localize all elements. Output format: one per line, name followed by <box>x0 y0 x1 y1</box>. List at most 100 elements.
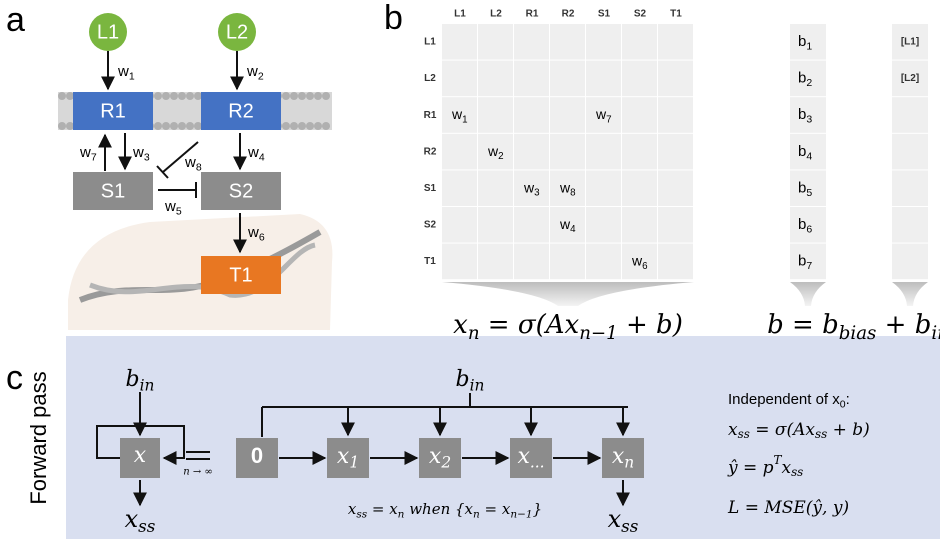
panel-label: a <box>6 1 25 39</box>
matrix-cell <box>514 61 549 97</box>
lipid-head <box>306 92 314 100</box>
input-cell <box>892 207 928 243</box>
text-part: + b <box>876 310 931 340</box>
matrix-cell <box>658 244 693 280</box>
text-part: + b) <box>618 310 683 340</box>
weight-label: w5 <box>164 198 182 217</box>
text-part: x <box>125 505 139 533</box>
text-part: 7 <box>91 151 97 163</box>
matrix-cell <box>478 24 513 60</box>
lipid-head <box>170 122 178 130</box>
text-part: in <box>470 377 485 395</box>
text-part: 6 <box>806 223 812 235</box>
text-part: b <box>798 106 806 123</box>
text-part: n <box>624 454 634 472</box>
matrix-cell <box>622 97 657 133</box>
text-part: 7 <box>806 260 812 272</box>
input-cell <box>892 134 928 170</box>
row-label: S1 <box>424 183 437 194</box>
lipid-head <box>282 122 290 130</box>
panel-label: b <box>384 0 403 37</box>
lipid-head <box>66 122 74 130</box>
funnel <box>892 282 928 306</box>
matrix-cell <box>442 170 477 206</box>
lipid-head <box>58 122 66 130</box>
matrix-cell <box>514 207 549 243</box>
text-part: x <box>608 505 622 533</box>
text-part: 8 <box>570 187 576 198</box>
node-label: T1 <box>229 264 252 286</box>
text-part: + b) <box>827 420 870 440</box>
row-label: L1 <box>424 37 436 48</box>
text-part: ŷ = p <box>727 458 774 478</box>
funnel <box>442 282 694 306</box>
text-part: b <box>798 70 806 87</box>
lipid-head <box>194 122 202 130</box>
matrix-cell <box>478 61 513 97</box>
lipid-head <box>298 92 306 100</box>
text-part: w <box>246 63 258 80</box>
lipid-head <box>66 92 74 100</box>
lipid-head <box>322 122 330 130</box>
matrix-cell <box>586 244 621 280</box>
text-part: = σ(Ax <box>750 420 816 440</box>
text-part: ss <box>791 465 803 479</box>
text-part: w <box>247 224 259 241</box>
text-part: 1 <box>129 70 135 82</box>
text-part: n−1 <box>579 323 618 344</box>
column-label: L2 <box>490 9 502 20</box>
column-label: S1 <box>598 9 611 20</box>
row-label: S2 <box>424 220 437 231</box>
text-part: 4 <box>806 150 812 162</box>
node-label: R2 <box>228 100 254 122</box>
matrix-cell <box>550 244 585 280</box>
matrix-cell <box>550 24 585 60</box>
text-part: ss <box>621 516 639 536</box>
text-part: ... <box>530 454 545 472</box>
input-label: [L2] <box>901 73 919 84</box>
text-part: x <box>517 444 530 469</box>
text-part: 4 <box>570 224 576 235</box>
text-part: 6 <box>259 231 265 243</box>
lipid-head <box>162 122 170 130</box>
text-part: L = MSE(ŷ, y) <box>727 498 849 518</box>
row-label: R2 <box>424 146 437 157</box>
text-part: x <box>612 444 625 469</box>
input-cell <box>892 244 928 280</box>
matrix-cell <box>658 24 693 60</box>
column-label: T1 <box>670 9 682 20</box>
matrix-cell <box>550 97 585 133</box>
matrix-cell <box>658 61 693 97</box>
lipid-head <box>162 92 170 100</box>
lipid-head <box>178 122 186 130</box>
matrix-cell <box>586 207 621 243</box>
text-part: 4 <box>259 151 265 163</box>
column-label: L1 <box>454 9 466 20</box>
text-part: ss <box>815 427 827 441</box>
matrix-cell <box>622 170 657 206</box>
lipid-head <box>306 122 314 130</box>
text-part: 1 <box>349 454 359 472</box>
matrix-cell <box>658 207 693 243</box>
weight-label: w8 <box>184 154 202 173</box>
input-label: [L1] <box>901 37 919 48</box>
matrix-cell <box>658 134 693 170</box>
equation: b = bbias + bin <box>767 310 940 344</box>
matrix-cell <box>622 134 657 170</box>
input-cell <box>892 170 928 206</box>
panel-title: Forward pass <box>26 371 51 504</box>
text-part: x <box>728 420 738 440</box>
chain-label: 0 <box>251 443 263 468</box>
text-part: w <box>184 154 196 171</box>
input-cell <box>892 97 928 133</box>
panel-label: c <box>6 359 23 397</box>
column-label: S2 <box>634 9 647 20</box>
text-part: 2 <box>440 454 451 472</box>
text-part: in <box>140 377 155 395</box>
text-part: ss <box>138 516 156 536</box>
matrix-cell <box>514 97 549 133</box>
text-part: = x <box>480 500 511 518</box>
lipid-head <box>154 92 162 100</box>
note: xss = σ(Axss + b) <box>728 420 870 442</box>
matrix-cell <box>442 244 477 280</box>
